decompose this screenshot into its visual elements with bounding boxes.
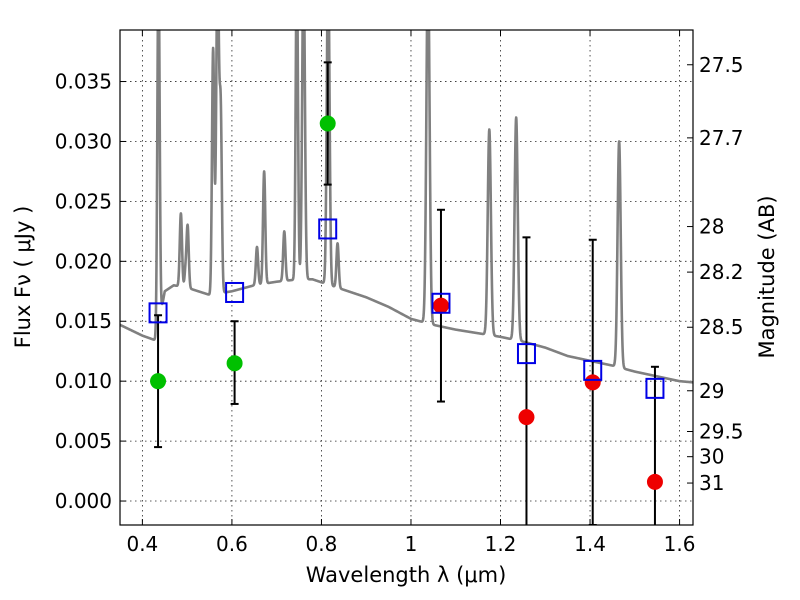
model-square: [583, 359, 603, 381]
y-tick-label: 0.030: [55, 129, 112, 153]
x-tick-label: 0.4: [126, 532, 158, 556]
y-tick-label: 0.015: [55, 309, 112, 333]
y2-tick-label: 28.5: [699, 315, 744, 339]
data-point: [584, 374, 601, 391]
data-point: [150, 373, 167, 390]
y2-tick-label: 29.5: [699, 420, 744, 444]
data-markers: [148, 115, 665, 490]
y-tick-labels: 0.000 0.005 0.010 0.015 0.020 0.025 0.030 0.035: [55, 70, 112, 513]
plot-area: [120, 30, 693, 525]
x-tick-label: 0.6: [216, 532, 248, 556]
model-square: [318, 218, 338, 240]
x-tick-labels: 0.4 0.6 0.8 1 1.2 1.4 1.6: [126, 532, 695, 556]
y-axis-label: Flux Fν ( μJy ): [11, 206, 35, 349]
x-tick-label: 1.2: [485, 532, 517, 556]
model-spectrum-line: [120, 30, 693, 384]
data-point: [319, 115, 336, 132]
model-square: [645, 377, 665, 399]
x-tick-label: 0.8: [306, 532, 338, 556]
y-tick-label: 0.025: [55, 189, 112, 213]
data-point: [518, 409, 535, 426]
model-square: [516, 343, 536, 365]
y2-tick-label: 28.2: [699, 260, 744, 284]
x-axis-label: Wavelength λ (μm): [306, 563, 507, 587]
y-tick-label: 0.010: [55, 369, 112, 393]
model-square: [148, 302, 168, 324]
error-bars: [154, 61, 659, 525]
model-square: [225, 281, 245, 303]
plot-frame: [119, 29, 694, 526]
data-point: [432, 297, 449, 314]
y2-tick-label: 29: [699, 379, 724, 403]
y2-tick-label: 27.5: [699, 53, 744, 77]
data-point: [226, 355, 243, 372]
y2-tick-label: 31: [699, 471, 724, 495]
y-tick-label: 0.035: [55, 70, 112, 94]
data-point: [646, 473, 663, 490]
x-tick-label: 1.6: [664, 532, 696, 556]
grid-lines: [120, 30, 693, 525]
axis-ticks: [120, 30, 693, 525]
y2-tick-label: 30: [699, 445, 724, 469]
model-square: [431, 292, 451, 314]
y2-axis-label: Magnitude (AB): [755, 195, 779, 358]
y-tick-label: 0.020: [55, 249, 112, 273]
y-tick-label: 0.005: [55, 429, 112, 453]
y-tick-label: 0.000: [55, 489, 112, 513]
x-tick-label: 1.4: [574, 532, 606, 556]
x-tick-label: 1: [405, 532, 418, 556]
y2-tick-label: 28: [699, 215, 724, 239]
y2-tick-label: 27.7: [699, 126, 744, 150]
